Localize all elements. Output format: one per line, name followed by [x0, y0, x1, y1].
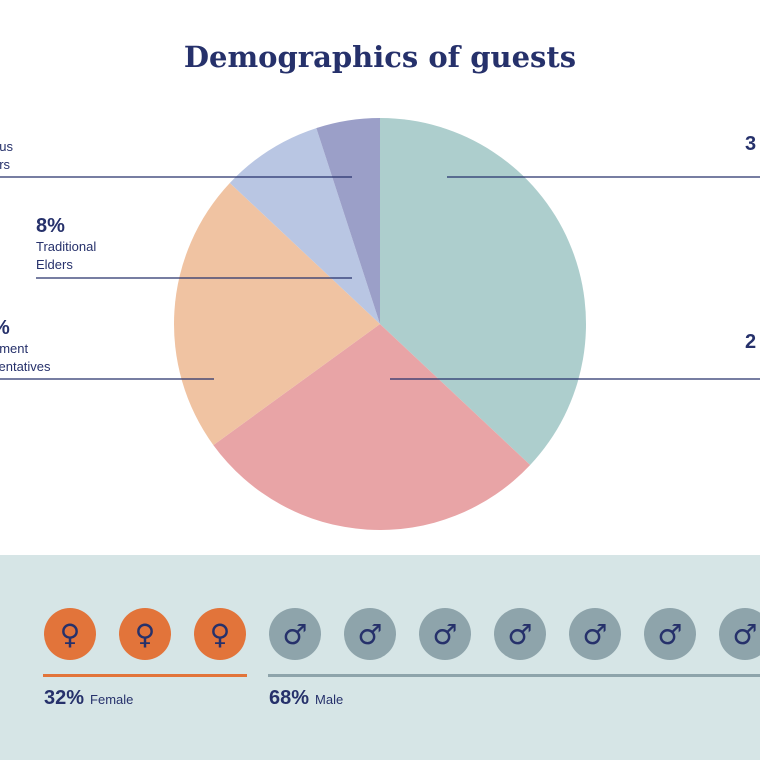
male-label: Male	[315, 692, 344, 707]
gender-breakdown: ♀ ♀ ♀ ♂ ♂ ♂ ♂ ♂ ♂ ♂ 32% Female 68% Male	[0, 555, 760, 760]
pie-slice	[213, 324, 531, 531]
female-percent: 32%	[44, 687, 85, 709]
pie-slice	[173, 182, 380, 446]
male-icon: ♂	[644, 608, 696, 660]
male-icon: ♂	[719, 608, 760, 660]
male-underline	[268, 674, 760, 677]
female-icon: ♀	[194, 608, 246, 660]
male-percent: 68%	[269, 687, 310, 709]
pie-chart	[0, 118, 760, 531]
slice-name: Traditional Elders	[36, 239, 97, 272]
slice-name: nment sentatives	[0, 341, 51, 374]
slice-percent: 8%	[36, 215, 65, 237]
slice-label: 2	[745, 330, 756, 354]
male-caption: 68% Male	[269, 687, 343, 710]
female-underline	[43, 674, 247, 677]
pie-slice	[316, 118, 380, 324]
slice-percent: 2	[745, 331, 757, 353]
male-icon: ♂	[494, 608, 546, 660]
slice-label: ous ers	[0, 138, 13, 174]
female-caption: 32% Female	[44, 687, 133, 710]
slice-label: %nment sentatives	[0, 316, 51, 376]
male-icon: ♂	[419, 608, 471, 660]
slice-name: ous ers	[0, 139, 13, 172]
female-icon: ♀	[119, 608, 171, 660]
chart-title: Demographics of guests	[183, 40, 577, 74]
male-icon: ♂	[269, 608, 321, 660]
slice-percent: 3	[745, 133, 757, 155]
male-icon: ♂	[344, 608, 396, 660]
female-label: Female	[90, 692, 134, 707]
slice-label: 3	[745, 132, 756, 156]
female-icon: ♀	[44, 608, 96, 660]
male-icon: ♂	[569, 608, 621, 660]
slice-label: 8% Traditional Elders	[36, 214, 96, 274]
slice-percent: %	[0, 316, 51, 340]
pie-slice	[380, 118, 586, 466]
